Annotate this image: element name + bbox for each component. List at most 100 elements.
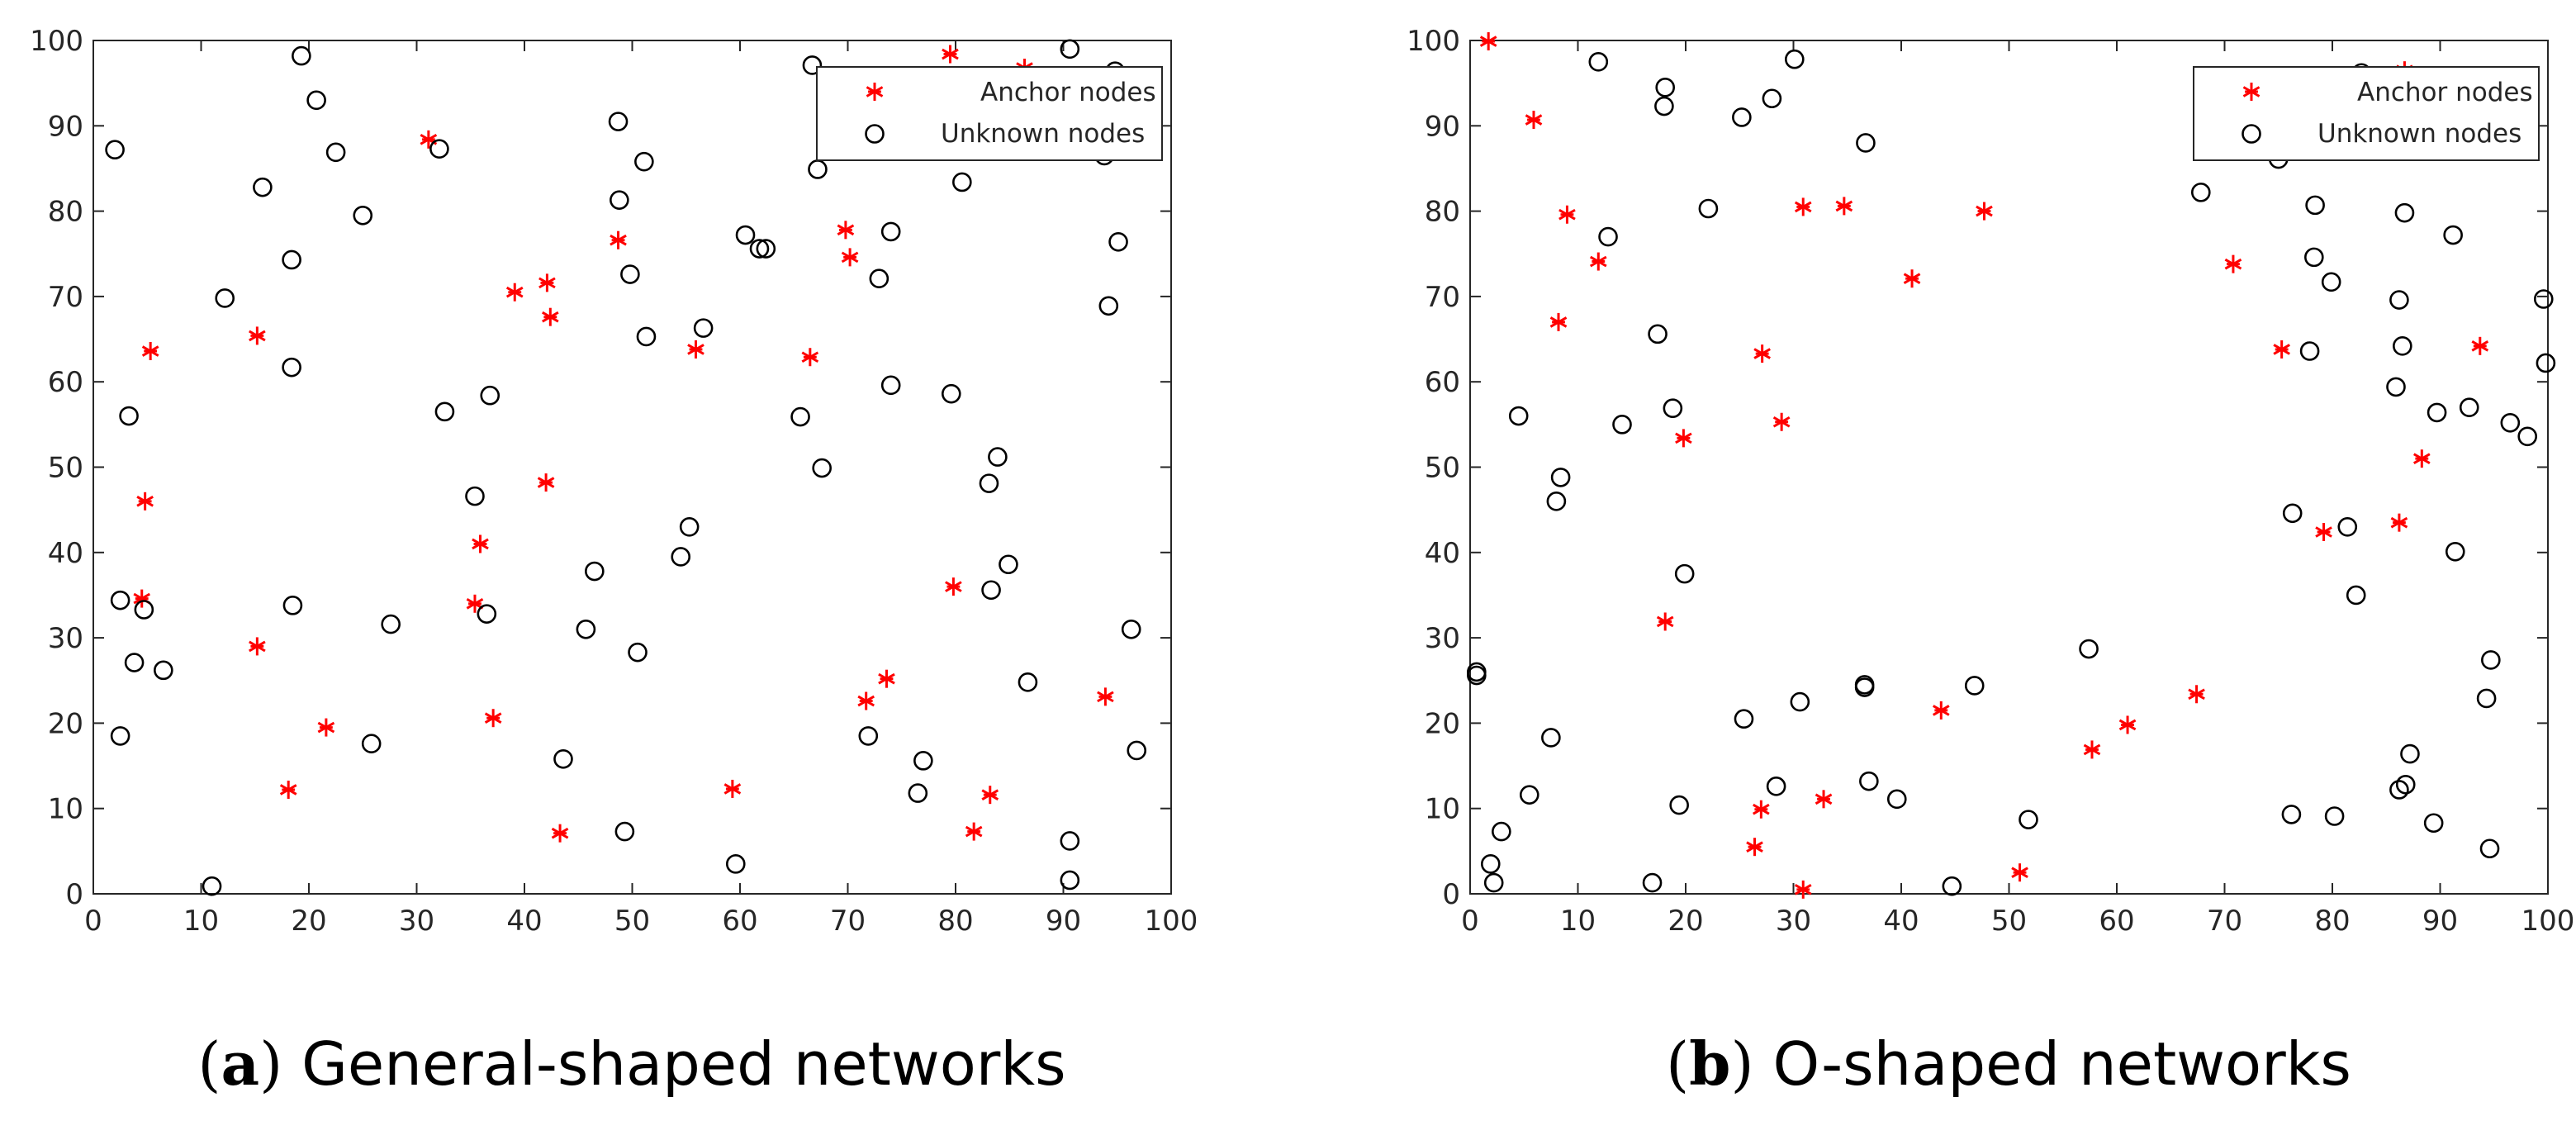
unknown-node-point [1964, 676, 1985, 696]
unknown-node-point [1060, 39, 1080, 59]
unknown-node-point [1127, 740, 1147, 761]
unknown-node-point [679, 517, 700, 537]
unknown-node-point [725, 854, 746, 874]
panel-b: 0 10 20 30 40 50 60 70 80 90 100 0 10 20 30 40 50 60 70 80 9… [1407, 25, 2574, 1099]
plot-area [1469, 40, 2549, 895]
anchor-node-point [1976, 202, 1993, 221]
unknown-node-point [1732, 107, 1752, 127]
unknown-node-point [1060, 831, 1080, 851]
unknown-node-point [306, 90, 326, 111]
unknown-node-point [2443, 225, 2463, 245]
anchor-node-point [723, 779, 742, 798]
unknown-node-point [1492, 821, 1511, 842]
x-tick-label: 0 [1461, 905, 1479, 938]
y-tick-label: 40 [48, 537, 83, 570]
unknown-node-point [941, 383, 961, 404]
unknown-node-point [105, 140, 125, 160]
unknown-node-point [614, 821, 635, 842]
unknown-node-point [981, 580, 1001, 601]
anchor-node-point [1772, 412, 1791, 431]
anchor-node-point [2118, 715, 2137, 734]
anchor-node-point [2471, 336, 2489, 355]
unknown-node-point [749, 239, 770, 259]
y-tick-label: 70 [48, 281, 83, 314]
unknown-node-point [2459, 397, 2479, 417]
unknown-node-point [802, 55, 823, 75]
unknown-node-point [215, 288, 235, 308]
anchor-node-point [610, 230, 627, 249]
unknown-node-point [154, 660, 173, 681]
unknown-node-point [693, 318, 714, 338]
unknown-node-point [2386, 377, 2406, 397]
anchor-node-point [1932, 701, 1950, 720]
unknown-node-point [2445, 541, 2465, 562]
x-tick-label: 40 [506, 905, 542, 938]
x-tick-label: 30 [399, 905, 434, 938]
unknown-node-point [477, 604, 497, 624]
anchor-node-point [981, 786, 999, 805]
anchor-nodes-series [133, 45, 1114, 843]
x-tick-label: 70 [830, 905, 866, 938]
y-tick-label: 30 [48, 622, 83, 655]
y-tick-label: 60 [48, 366, 83, 399]
y-tick-label: 90 [48, 110, 83, 143]
unknown-node-point [292, 45, 311, 66]
unknown-node-point [2500, 412, 2521, 433]
anchor-node-point [2273, 340, 2290, 359]
unknown-node-point [913, 751, 933, 771]
anchor-node-point [837, 221, 855, 240]
anchor-node-point [1097, 687, 1114, 706]
unknown-node-point [735, 225, 756, 245]
unknown-node-point [429, 139, 449, 159]
unknown-node-point [1612, 415, 1632, 435]
anchor-node-point [878, 669, 895, 688]
x-tick-label: 100 [1145, 905, 1198, 938]
legend-unknown-marker [865, 124, 885, 144]
unknown-node-point [1480, 854, 1501, 874]
unknown-node-point [1588, 52, 1609, 72]
anchor-node-point [537, 473, 555, 492]
unknown-node-point [282, 249, 301, 270]
unknown-node-point [1519, 785, 1539, 805]
anchor-node-point [1753, 800, 1770, 819]
y-tick-label: 0 [65, 878, 83, 911]
x-tick-label: 50 [614, 905, 650, 938]
unknown-node-point [988, 447, 1008, 467]
unknown-node-point [2536, 353, 2556, 373]
panel-a: 0 10 20 30 40 50 60 70 80 90 100 0 10 20 30 40 50 60 70 80 9… [30, 25, 1198, 1099]
anchor-node-point [1525, 111, 1543, 130]
unknown-node-point [576, 619, 596, 639]
x-tick-label: 10 [1560, 905, 1596, 938]
anchor-node-point [1558, 205, 1576, 224]
anchor-node-point [249, 637, 266, 656]
unknown-node-point [790, 406, 810, 427]
unknown-node-point [880, 221, 901, 242]
unknown-node-point [2281, 805, 2302, 824]
x-tick-label: 10 [183, 905, 219, 938]
unknown-node-point [2479, 838, 2500, 859]
unknown-node-point [1942, 876, 1962, 896]
anchor-node-point [965, 822, 983, 841]
anchor-node-point [942, 45, 959, 64]
unknown-node-point [253, 177, 273, 197]
unknown-node-point [361, 734, 382, 753]
unknown-node-point [608, 112, 629, 131]
unknown-node-point [1654, 96, 1674, 116]
unknown-node-point [952, 172, 972, 192]
anchor-node-point [2390, 513, 2408, 532]
y-tick-label: 80 [48, 196, 83, 229]
unknown-node-point [1642, 872, 1663, 893]
unknown-node-point [325, 142, 346, 163]
unknown-node-point [2389, 290, 2409, 310]
unknown-node-point [1060, 870, 1080, 891]
anchor-node-point [1656, 612, 1674, 631]
unknown-node-point [2324, 806, 2345, 826]
unknown-node-point [636, 326, 657, 347]
anchor-node-point [945, 577, 962, 596]
unknown-node-point [1856, 133, 1876, 153]
y-tick-label: 50 [48, 452, 83, 485]
unknown-node-point [434, 401, 455, 422]
unknown-node-point [202, 876, 222, 896]
unknown-node-point [465, 486, 485, 506]
